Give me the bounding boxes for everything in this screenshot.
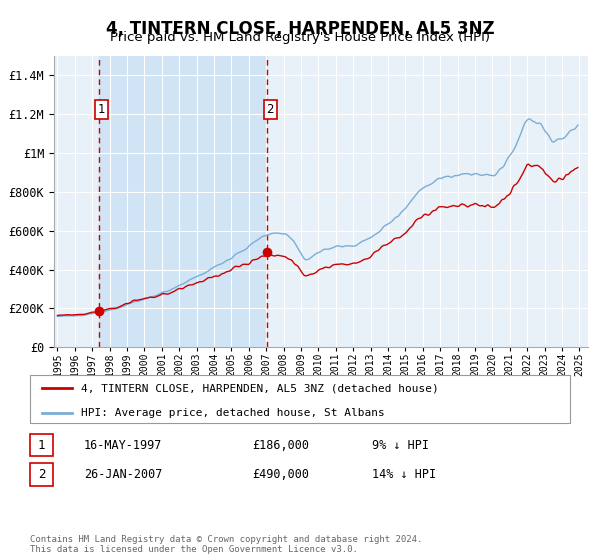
Text: 14% ↓ HPI: 14% ↓ HPI bbox=[372, 468, 436, 481]
Text: 1: 1 bbox=[98, 102, 106, 115]
Text: 1: 1 bbox=[38, 438, 45, 452]
Text: £186,000: £186,000 bbox=[252, 438, 309, 452]
Text: 9% ↓ HPI: 9% ↓ HPI bbox=[372, 438, 429, 452]
Text: 4, TINTERN CLOSE, HARPENDEN, AL5 3NZ: 4, TINTERN CLOSE, HARPENDEN, AL5 3NZ bbox=[106, 20, 494, 38]
Text: £490,000: £490,000 bbox=[252, 468, 309, 481]
Text: 2: 2 bbox=[266, 102, 274, 115]
Text: 26-JAN-2007: 26-JAN-2007 bbox=[84, 468, 163, 481]
Bar bbox=[99, 56, 268, 347]
Text: HPI: Average price, detached house, St Albans: HPI: Average price, detached house, St A… bbox=[81, 408, 385, 418]
Text: Price paid vs. HM Land Registry's House Price Index (HPI): Price paid vs. HM Land Registry's House … bbox=[110, 31, 490, 44]
Text: 4, TINTERN CLOSE, HARPENDEN, AL5 3NZ (detached house): 4, TINTERN CLOSE, HARPENDEN, AL5 3NZ (de… bbox=[81, 383, 439, 393]
Text: 2: 2 bbox=[38, 468, 45, 481]
Text: 16-MAY-1997: 16-MAY-1997 bbox=[84, 438, 163, 452]
Text: Contains HM Land Registry data © Crown copyright and database right 2024.
This d: Contains HM Land Registry data © Crown c… bbox=[30, 535, 422, 554]
